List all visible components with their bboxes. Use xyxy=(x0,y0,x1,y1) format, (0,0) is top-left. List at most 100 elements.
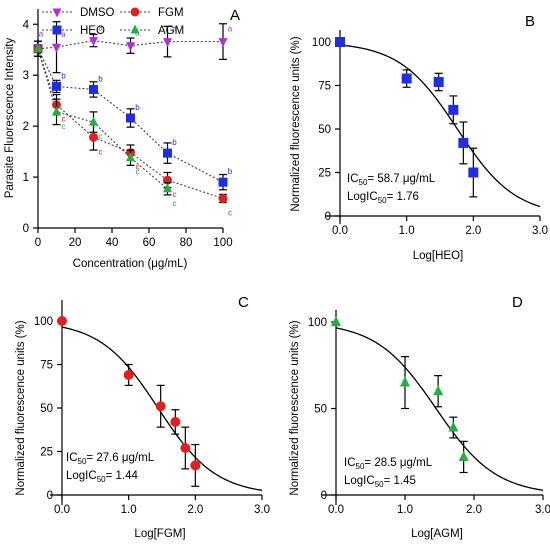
panel-a-letter-heo-4: b xyxy=(172,138,177,147)
panel-b-point-4 xyxy=(458,137,469,148)
panel-a-ylabel: Parasite Fluorescence Intensity xyxy=(4,38,16,199)
panel-a-letter-fgm-4: c xyxy=(173,190,177,199)
panel-a-line-agm xyxy=(37,48,168,190)
panel-d-marks xyxy=(331,316,544,491)
panel-d-logic50-label: LogIC xyxy=(344,475,375,487)
panel-c-ytick-label-0: 0 xyxy=(47,490,53,502)
panel-d-fit-curve xyxy=(335,327,544,491)
panel-b-ytick-label-0: 0 xyxy=(325,211,331,223)
panel-c-xtick-label-3: 3.0 xyxy=(254,504,270,516)
panel-d-axes xyxy=(322,310,543,505)
panel-d-point-3 xyxy=(448,421,459,432)
panel-d-xtick-label-3: 3.0 xyxy=(535,504,550,516)
panel-c-point-3 xyxy=(170,416,181,427)
panel-c-xtick-label-2: 2.0 xyxy=(187,504,203,516)
panel-a-xtick-label-2: 40 xyxy=(106,237,119,249)
panel-d-point-4 xyxy=(458,450,469,461)
panel-b-ytick-label-3: 75 xyxy=(318,81,331,93)
panel-c: 0.0 1.0 2.0 3.0 0 25 50 75 100 C Log[FGM] Normal… xyxy=(15,294,270,540)
panel-a-ytick-label-1: 1 xyxy=(23,172,29,184)
panel-b-xlabel: Log[HEO] xyxy=(413,250,464,262)
panel-a-point-dmso-5 xyxy=(218,38,228,48)
panel-c-ic50-value: = 27.6 μg/mL xyxy=(86,452,154,464)
panel-a-xtick-label-1: 20 xyxy=(69,237,82,249)
panel-a-letter-dmso-5: a xyxy=(228,25,233,34)
panel-a-legend-marker-dmso xyxy=(52,8,62,18)
panel-d-logic50-value: = 1.45 xyxy=(384,475,416,487)
panel-b-xtick-label-1: 1.0 xyxy=(399,225,415,237)
panel-d-label: D xyxy=(512,294,523,311)
panel-a-point-agm-3 xyxy=(126,152,135,162)
panel-a-legend: DMSO HEO FGM AGM xyxy=(42,7,184,37)
panel-b-axes xyxy=(325,30,540,224)
panel-a-point-heo-3 xyxy=(126,113,135,123)
panel-a-legend-marker-agm xyxy=(130,24,140,34)
panel-d-xtick-label-0: 0.0 xyxy=(328,504,344,516)
panel-b-point-1 xyxy=(401,73,412,84)
panel-c-xtick-label-0: 0.0 xyxy=(54,504,70,516)
panel-c-ic50: IC50= 27.6 μg/mL xyxy=(66,452,155,466)
panel-a-letter-dmso-4: a xyxy=(172,25,177,34)
panel-c-ytick-label-4: 100 xyxy=(34,316,53,328)
panel-a-letter-dmso-0: a xyxy=(39,30,44,39)
panel-b-point-2 xyxy=(433,77,444,88)
panel-a-point-dmso-4 xyxy=(163,38,172,48)
panel-b-ytick-label-4: 100 xyxy=(312,37,331,49)
panel-b-marks xyxy=(335,37,541,208)
panel-c-point-1 xyxy=(123,369,134,380)
panel-a-letter-agm-1: c xyxy=(62,122,66,131)
panel-c-ic50-sub: 50 xyxy=(78,457,87,466)
panel-b-logic50-label: LogIC xyxy=(347,191,378,203)
panel-a-xtick-label-4: 80 xyxy=(180,237,193,249)
panel-a-legend-marker-fgm xyxy=(130,7,140,17)
panel-a-point-dmso-1 xyxy=(52,43,61,53)
panel-a-letter-agm-2: c xyxy=(99,132,103,141)
panel-b-ic50-value: = 58.7 μg/mL xyxy=(367,173,435,185)
panel-d-point-1 xyxy=(400,376,410,387)
panel-c-ytick-label-1: 25 xyxy=(40,447,53,459)
panel-a-line-fgm xyxy=(37,48,224,199)
panel-b-ticks: 0.0 1.0 2.0 3.0 0 25 50 75 100 xyxy=(312,37,548,237)
panel-b-xtick-label-3: 3.0 xyxy=(532,225,548,237)
panel-a-xtick-label-0: 0 xyxy=(35,237,41,249)
panel-a-letter-fgm-1: c xyxy=(62,115,66,124)
panel-c-axes xyxy=(50,300,262,505)
panel-c-logic50: LogIC50= 1.44 xyxy=(66,470,138,484)
panel-b-fit-curve xyxy=(339,44,541,208)
panel-a-letter-agm-3: c xyxy=(136,168,140,177)
panel-a-point-dmso-3 xyxy=(126,42,135,52)
panel-a-label: A xyxy=(230,7,240,24)
panel-a-letter-fgm-5: c xyxy=(228,208,232,217)
panel-c-xtick-label-1: 1.0 xyxy=(121,504,137,516)
panel-a-letter-fgm-2: c xyxy=(99,147,103,156)
panel-d-ic50: IC50= 28.5 μg/mL xyxy=(344,457,433,471)
panel-a-legend-label-dmso: DMSO xyxy=(80,7,115,19)
panel-c-ic50-label: IC xyxy=(66,452,78,464)
panel-a-point-agm-4 xyxy=(163,183,172,193)
panel-b-point-3 xyxy=(448,104,459,115)
panel-a-point-fgm-2 xyxy=(89,132,98,142)
panel-d-xtick-label-1: 1.0 xyxy=(397,504,413,516)
panel-d-point-0 xyxy=(331,316,341,326)
panel-c-ticks: 0.0 1.0 2.0 3.0 0 25 50 75 100 xyxy=(34,316,270,516)
panel-a-xlabel: Concentration (μg/mL) xyxy=(73,258,188,270)
panel-a-point-agm-2 xyxy=(89,116,98,126)
panel-a-letter-agm-4: c xyxy=(173,199,177,208)
panel-d-logic50: LogIC50= 1.45 xyxy=(344,475,416,489)
panel-d-point-2 xyxy=(433,385,444,396)
panel-c-point-4 xyxy=(180,443,191,454)
panel-c-ytick-label-2: 50 xyxy=(40,403,53,415)
panel-b-ic50: IC50= 58.7 μg/mL xyxy=(347,173,436,187)
panel-b-ytick-label-2: 50 xyxy=(318,124,331,136)
panel-c-xlabel: Log[FGM] xyxy=(134,528,185,540)
panel-a-legend-label-fgm: FGM xyxy=(158,7,184,19)
panel-b-ylabel: Normalized fluorescence units (%) xyxy=(290,36,302,211)
panel-a-legend-marker-heo xyxy=(52,25,62,35)
panel-b-logic50-value: = 1.76 xyxy=(387,191,419,203)
panel-c-point-2 xyxy=(155,401,166,412)
panel-c-ylabel: Normalized fluorescence units (%) xyxy=(15,320,27,495)
panel-a-letter-dmso-1: a xyxy=(61,30,66,39)
panel-c-marks xyxy=(57,316,263,491)
